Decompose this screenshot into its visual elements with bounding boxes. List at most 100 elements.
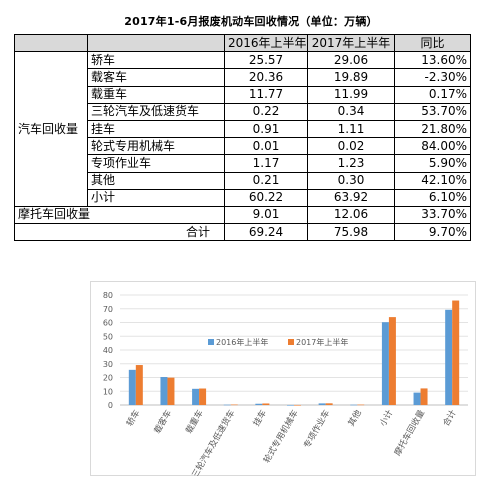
chart-frame xyxy=(90,281,476,476)
bar-2017 xyxy=(199,388,207,405)
group-label-cars: 汽车回收量 xyxy=(14,51,88,207)
table-row: 其他 0.21 0.30 42.10% xyxy=(15,171,471,190)
legend-swatch-2017 xyxy=(288,339,294,345)
y-tick-label: 0 xyxy=(108,401,113,410)
cell-yoy: 9.70% xyxy=(394,223,471,242)
row-category: 三轮汽车及低速货车 xyxy=(87,102,225,121)
bar-2017 xyxy=(262,403,270,405)
cell-2017: 75.98 xyxy=(307,223,395,242)
cell-2016: 0.01 xyxy=(224,137,308,156)
cell-2016: 20.36 xyxy=(224,68,308,87)
table-header-row: 2016年上半年 2017年上半年 同比 xyxy=(14,33,471,53)
cell-2017: 0.30 xyxy=(307,171,395,190)
total-label: 合计 xyxy=(14,223,225,242)
bar-2017 xyxy=(388,317,396,405)
y-tick-label: 20 xyxy=(103,374,113,383)
cell-2016: 1.17 xyxy=(224,154,308,173)
cell-2017: 19.89 xyxy=(307,68,395,87)
bar-2016 xyxy=(445,309,453,405)
y-axis-ticks: 0 10 20 30 40 50 60 70 80 xyxy=(103,291,113,410)
cell-yoy: 42.10% xyxy=(394,171,471,190)
chart-bars xyxy=(128,300,460,406)
row-category: 挂车 xyxy=(87,119,225,139)
header-cell-blank-2 xyxy=(87,33,225,53)
row-category: 专项作业车 xyxy=(87,154,225,173)
row-category: 载客车 xyxy=(87,68,225,87)
bar-2017 xyxy=(230,404,238,406)
header-cell-2017: 2017年上半年 xyxy=(307,33,395,53)
cell-2017: 0.34 xyxy=(307,102,395,121)
cell-yoy: 6.10% xyxy=(394,188,471,207)
legend-label-2016: 2016年上半年 xyxy=(216,337,268,347)
legend-label-2017: 2017年上半年 xyxy=(296,337,348,347)
bar-2017 xyxy=(167,377,175,405)
row-category: 轮式专用机械车 xyxy=(87,137,225,156)
table-row-moto: 摩托车回收量 9.01 12.06 33.70% xyxy=(14,205,471,225)
chart-gridlines xyxy=(120,294,468,406)
bar-2016 xyxy=(413,392,421,405)
recycling-table: 2016年上半年 2017年上半年 同比 汽车回收量 轿车 25.57 29.0… xyxy=(14,33,471,242)
cell-yoy: 84.00% xyxy=(394,137,471,156)
row-category: 轿车 xyxy=(87,51,225,70)
table-row: 专项作业车 1.17 1.23 5.90% xyxy=(15,154,471,173)
cell-2017: 29.06 xyxy=(307,51,395,70)
y-tick-label: 80 xyxy=(103,291,113,300)
bar-2017 xyxy=(452,300,460,405)
cell-2017: 12.06 xyxy=(307,205,395,225)
cell-2017: 1.11 xyxy=(307,119,395,139)
y-tick-label: 50 xyxy=(103,332,113,341)
cell-yoy: 5.90% xyxy=(394,154,471,173)
cell-2016: 25.57 xyxy=(224,51,308,70)
cell-2016: 60.22 xyxy=(224,188,308,207)
table-row: 汽车回收量 轿车 25.57 29.06 13.60% xyxy=(14,51,471,207)
legend-swatch-2016 xyxy=(208,339,214,345)
moto-label: 摩托车回收量 xyxy=(14,205,225,225)
cell-2016: 0.22 xyxy=(224,102,308,121)
cell-2017: 1.23 xyxy=(307,154,395,173)
table-row: 挂车 0.91 1.11 21.80% xyxy=(15,119,471,139)
bar-2016 xyxy=(318,403,326,405)
cell-yoy: 33.70% xyxy=(394,205,471,225)
table-title: 2017年1-6月报废机动车回收情况（单位：万辆） xyxy=(124,15,378,28)
bar-2017 xyxy=(420,388,428,405)
table-row: 三轮汽车及低速货车 0.22 0.34 53.70% xyxy=(15,102,471,121)
row-category: 其他 xyxy=(87,171,225,190)
cell-yoy: 21.80% xyxy=(394,119,471,139)
y-tick-label: 70 xyxy=(103,305,113,314)
y-tick-label: 60 xyxy=(103,319,113,328)
bar-2016 xyxy=(287,404,294,406)
bar-2016 xyxy=(192,388,200,405)
row-category: 小计 xyxy=(87,188,225,207)
bar-2017 xyxy=(325,403,333,405)
row-category: 载重车 xyxy=(87,85,225,104)
table-row-total: 合计 69.24 75.98 9.70% xyxy=(14,223,471,242)
bar-2016 xyxy=(255,403,263,405)
header-cell-yoy: 同比 xyxy=(394,33,471,53)
bar-2016 xyxy=(160,377,168,405)
cell-2016: 9.01 xyxy=(224,205,308,225)
bar-2017 xyxy=(135,365,143,405)
cell-2016: 0.21 xyxy=(224,171,308,190)
bar-2017 xyxy=(294,404,301,406)
bar-2016 xyxy=(128,369,136,405)
y-tick-label: 10 xyxy=(103,387,113,396)
y-tick-label: 40 xyxy=(103,346,113,355)
cell-2016: 69.24 xyxy=(224,223,308,242)
chart-legend: 2016年上半年 2017年上半年 xyxy=(208,337,348,347)
bar-2016 xyxy=(381,322,389,405)
bar-2016 xyxy=(350,404,358,406)
cell-yoy: 53.70% xyxy=(394,102,471,121)
y-tick-label: 30 xyxy=(103,360,113,369)
cell-2016: 11.77 xyxy=(224,85,308,104)
bar-2017 xyxy=(357,404,365,406)
cell-2017: 11.99 xyxy=(307,85,395,104)
bar-2016 xyxy=(223,404,231,406)
header-cell-blank-1 xyxy=(14,33,88,53)
cell-2016: 0.91 xyxy=(224,119,308,139)
cell-2017: 63.92 xyxy=(307,188,395,207)
cell-yoy: 0.17% xyxy=(394,85,471,104)
cell-yoy: 13.60% xyxy=(394,51,471,70)
table-row: 轮式专用机械车 0.01 0.02 84.00% xyxy=(15,137,471,156)
cell-yoy: -2.30% xyxy=(394,68,471,87)
